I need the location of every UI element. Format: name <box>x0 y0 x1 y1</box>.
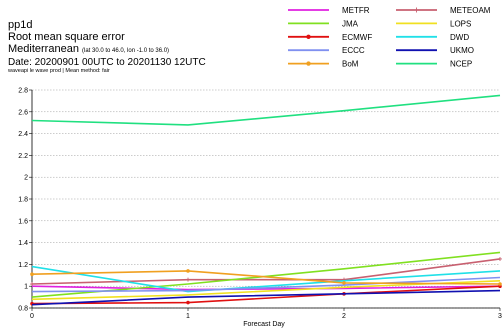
legend-label-lops: LOPS <box>450 19 471 28</box>
y-tick-label: 0.8 <box>18 306 28 313</box>
legend-item-ukmo: UKMO <box>396 46 474 55</box>
series-line-metfr <box>31 285 501 291</box>
y-tick-label: 2.6 <box>18 109 28 116</box>
legend-label-meteoam: METEOAM <box>450 6 491 15</box>
legend-label-ncep: NCEP <box>450 60 472 69</box>
x-tick-label: 1 <box>186 313 190 320</box>
date-range: Date: 20200901 00UTC to 20201130 12UTC <box>8 57 206 68</box>
legend-item-ecmwf: ECMWF <box>288 33 372 42</box>
series-ncep <box>31 94 501 126</box>
y-tick-label: 1.8 <box>18 197 28 204</box>
series-metfr <box>31 285 501 291</box>
y-tick-label: 2 <box>24 175 28 182</box>
legend-item-eccc: ECCC <box>288 46 365 55</box>
chart-series <box>30 94 502 306</box>
legend-marker-bom <box>306 61 311 66</box>
y-tick-label: 2.4 <box>18 131 28 138</box>
y-tick-label: 1.6 <box>18 218 28 225</box>
legend-label-metfr: METFR <box>342 6 370 15</box>
data-point-bom <box>498 282 502 286</box>
data-point-meteoam <box>498 256 502 261</box>
series-line-ukmo <box>31 289 501 306</box>
chart-grid <box>32 89 500 309</box>
y-tick-label: 2.8 <box>18 88 28 95</box>
data-point-ecmwf <box>186 300 190 305</box>
legend-label-ukmo: UKMO <box>450 46 474 55</box>
x-tick-label: 0 <box>30 313 34 320</box>
legend-item-jma: JMA <box>288 19 359 28</box>
legend-item-lops: LOPS <box>396 19 471 28</box>
data-point-bom <box>30 272 34 277</box>
data-point-meteoam <box>30 282 34 287</box>
region-coords: (lat 30.0 to 46.0, lon -1.0 to 36.0) <box>82 48 170 54</box>
y-tick-label: 1.4 <box>18 240 28 247</box>
series-line-bom <box>31 270 501 285</box>
series-line-ecmwf <box>31 285 501 305</box>
legend-marker-ecmwf <box>306 34 311 39</box>
metric-name: Root mean square error <box>8 31 125 43</box>
data-point-bom <box>186 269 190 273</box>
legend-label-ecmwf: ECMWF <box>342 33 372 42</box>
legend-item-metfr: METFR <box>288 6 370 15</box>
data-point-bom <box>342 281 346 285</box>
series-meteoam <box>30 256 502 287</box>
region-line: Mediterranean (lat 30.0 to 46.0, lon -1.… <box>8 43 293 57</box>
region-name: Mediterranean <box>8 43 79 55</box>
y-tick-label: 1.2 <box>18 262 28 269</box>
legend-item-ncep: NCEP <box>396 60 472 69</box>
legend-item-dwd: DWD <box>396 33 469 42</box>
data-point-meteoam <box>186 277 190 282</box>
legend-marker-meteoam <box>414 7 419 13</box>
legend-label-dwd: DWD <box>450 33 469 42</box>
legend-label-jma: JMA <box>342 19 359 28</box>
x-tick-label: 2 <box>342 313 346 320</box>
chart-header: pp1d Root mean square error Mediterranea… <box>8 19 293 75</box>
x-axis-label: Forecast Day <box>243 321 285 328</box>
legend-label-bom: BoM <box>342 60 359 69</box>
product-name: pp1d <box>8 19 33 31</box>
series-line-meteoam <box>31 258 501 285</box>
chart-axes: 0.8 1 1.2 1.4 1.6 1.8 2 2.2 2.4 2.6 2.8 0 1 2 3 Forecas… <box>18 88 502 329</box>
series-line-dwd <box>31 265 501 293</box>
series-bom <box>30 269 502 286</box>
y-tick-label: 2.2 <box>18 153 28 160</box>
series-line-eccc <box>31 276 501 293</box>
header-subline: waveapi le wave prod | Mean method: fair <box>8 68 110 74</box>
series-dwd <box>31 265 501 293</box>
y-tick-label: 1 <box>24 284 28 291</box>
legend-label-eccc: ECCC <box>342 46 365 55</box>
series-ukmo <box>31 289 501 306</box>
x-tick-label: 3 <box>498 313 502 320</box>
legend-item-meteoam: METEOAM <box>396 6 491 15</box>
series-line-ncep <box>31 94 501 126</box>
series-eccc <box>31 276 501 293</box>
chart-legend: METFR METEOAM JMA LOPS ECMWF DWD ECCC UKMO BoM NC… <box>288 6 491 69</box>
legend-item-bom: BoM <box>288 60 359 69</box>
